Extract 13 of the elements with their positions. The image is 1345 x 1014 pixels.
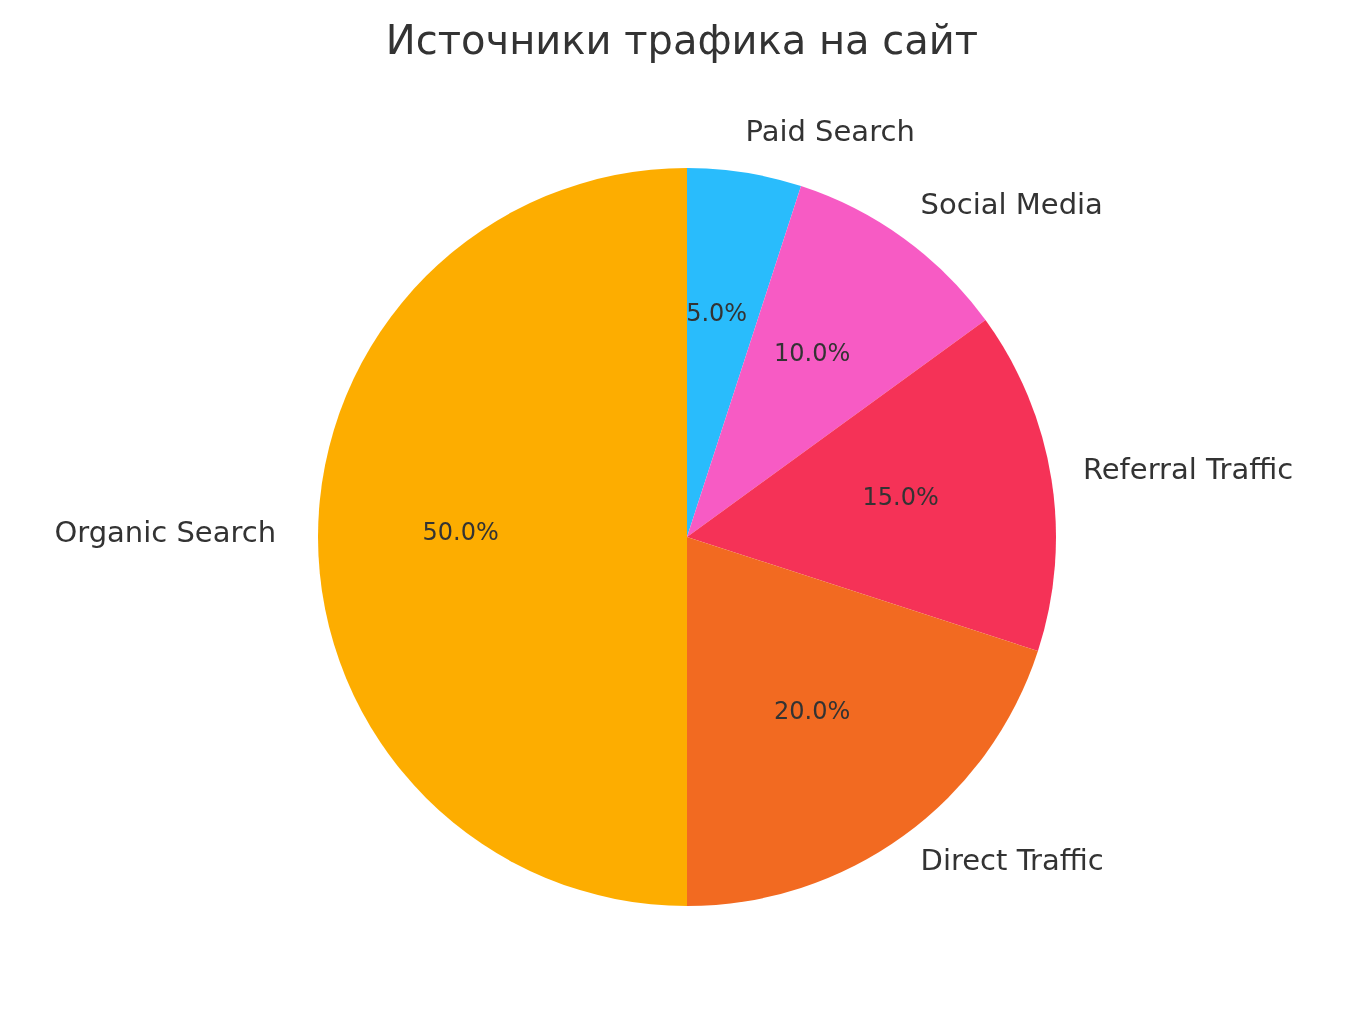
slice-label: Organic Search [54, 515, 277, 549]
data-label: 20.0% [774, 697, 851, 726]
slice-label: Direct Traffic [920, 843, 1104, 878]
slice-label: Paid Search [745, 114, 915, 149]
slice-label: Referral Traffic [1082, 451, 1294, 486]
slice-label: Social Media [920, 186, 1103, 221]
data-label: 50.0% [422, 518, 499, 546]
pie-slice [318, 168, 687, 906]
pie-slice [687, 320, 1056, 652]
data-label: 5.0% [686, 299, 748, 328]
chart-title: Источники трафика на сайт [385, 17, 979, 63]
data-label: 10.0% [774, 338, 851, 367]
data-label: 15.0% [862, 483, 939, 512]
